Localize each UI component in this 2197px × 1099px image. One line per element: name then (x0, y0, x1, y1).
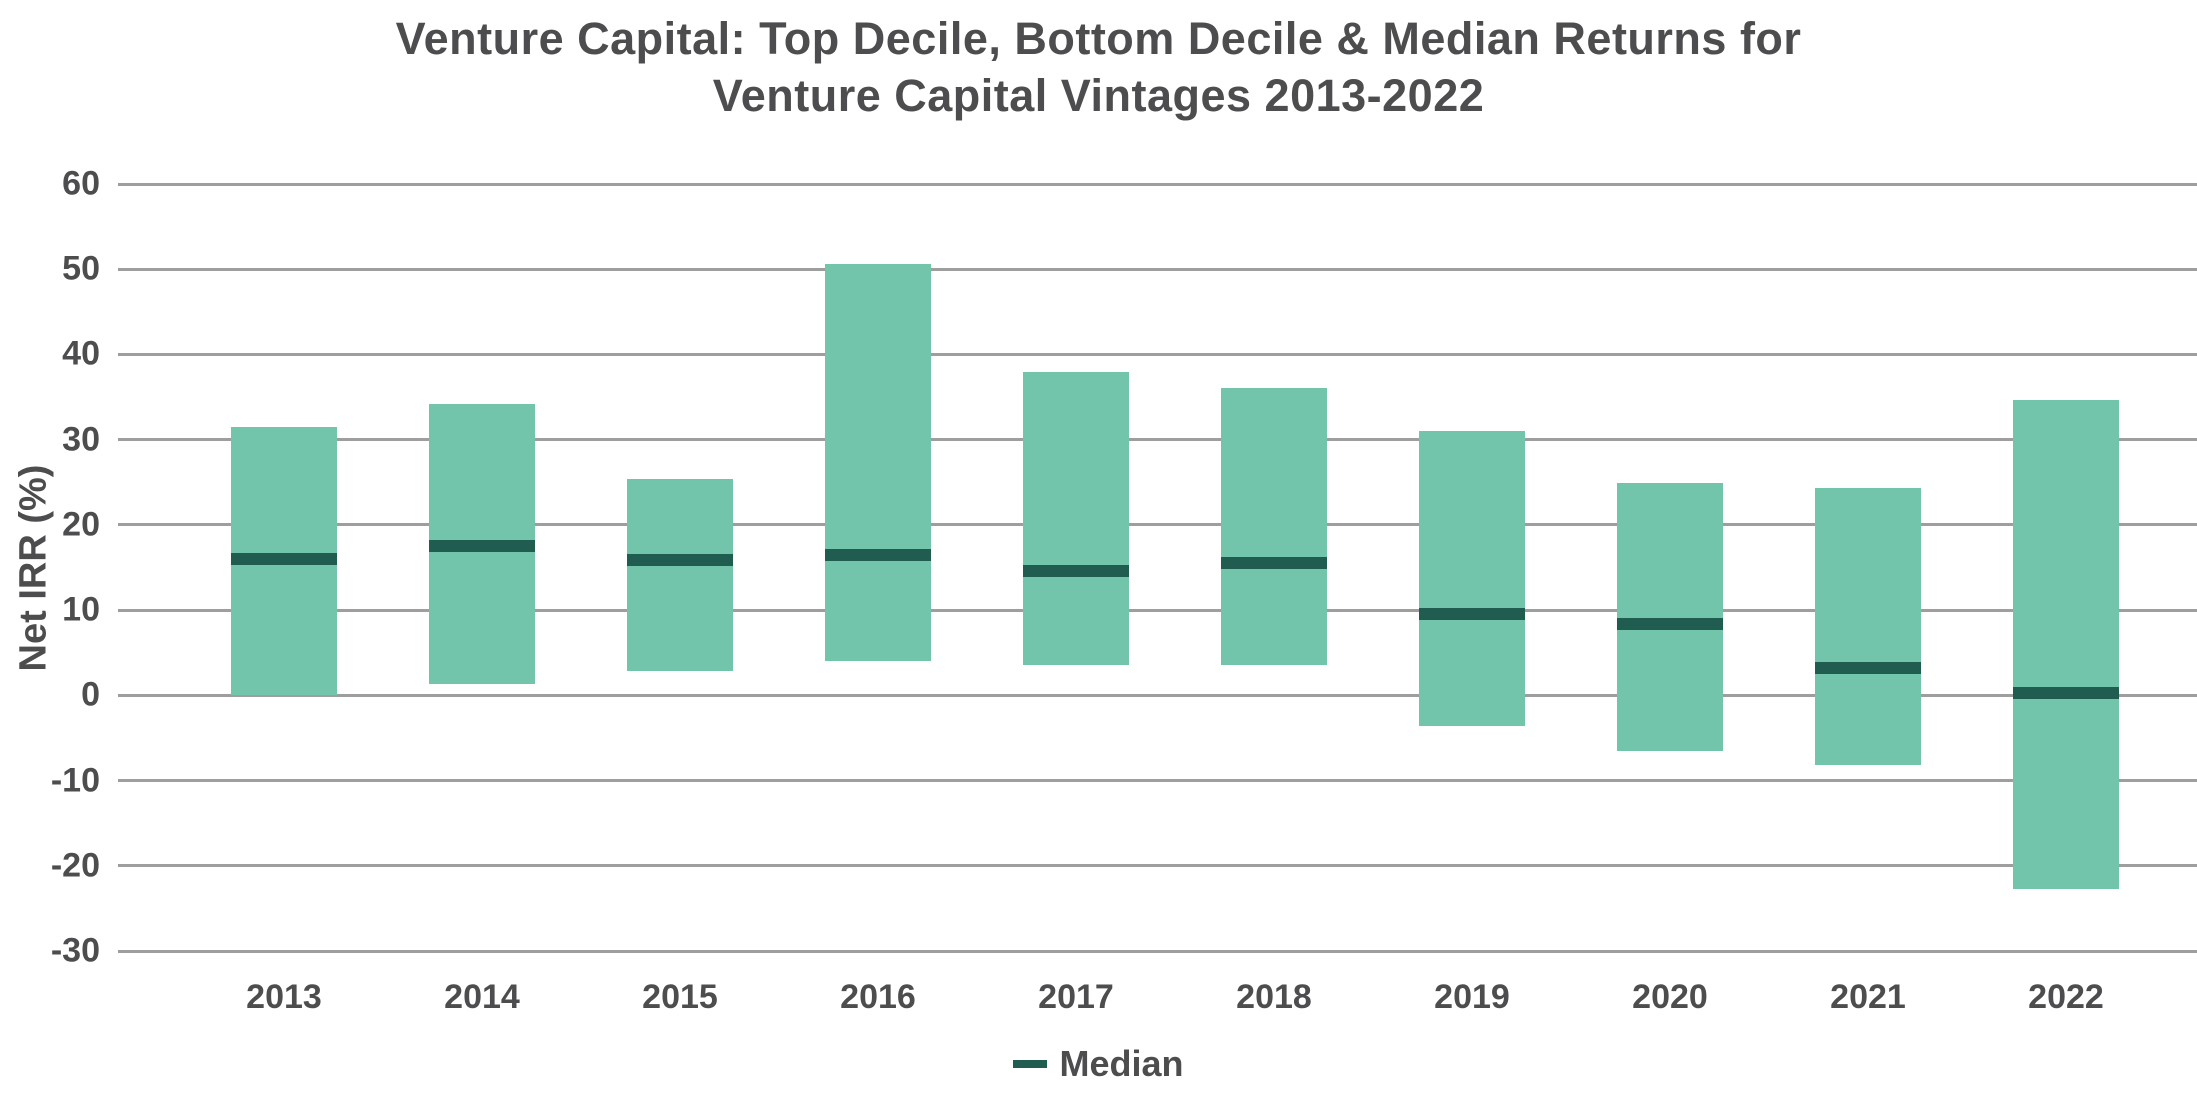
gridline-50 (118, 267, 2197, 271)
range-bar-2017 (1023, 372, 1129, 666)
x-tick-label: 2018 (1236, 978, 1312, 1016)
gridline-20 (118, 523, 2197, 527)
y-tick-label: 50 (62, 249, 100, 288)
x-tick-label: 2014 (444, 978, 520, 1016)
range-bar-2018 (1221, 387, 1327, 666)
gridline-0 (118, 693, 2197, 697)
x-tick-label: 2019 (1434, 978, 1510, 1016)
range-bar-2019 (1419, 431, 1525, 726)
chart-title-line1: Venture Capital: Top Decile, Bottom Deci… (395, 13, 1802, 64)
median-line-2013 (231, 552, 337, 565)
y-tick-label: 10 (62, 590, 100, 629)
median-line-2018 (1221, 557, 1327, 570)
median-line-2021 (1815, 662, 1921, 675)
chart-title: Venture Capital: Top Decile, Bottom Deci… (0, 10, 2197, 124)
legend-label: Median (1059, 1043, 1184, 1084)
x-tick-label: 2016 (840, 978, 916, 1016)
gridline--10 (118, 779, 2197, 783)
median-line-2022 (2013, 686, 2119, 699)
median-line-2015 (627, 553, 733, 566)
gridline-30 (118, 438, 2197, 442)
y-tick-label: -20 (50, 846, 100, 885)
y-tick-label: -30 (50, 931, 100, 970)
x-tick-label: 2020 (1632, 978, 1708, 1016)
y-tick-label: 60 (62, 164, 100, 203)
y-tick-label: -10 (50, 761, 100, 800)
median-line-2020 (1617, 617, 1723, 630)
range-bar-2022 (2013, 399, 2119, 889)
y-axis-title: Net IRR (%) (12, 464, 55, 672)
y-tick-label: 30 (62, 420, 100, 459)
median-line-2019 (1419, 608, 1525, 621)
x-tick-label: 2015 (642, 978, 718, 1016)
gridline--30 (118, 949, 2197, 953)
gridline-10 (118, 608, 2197, 612)
x-tick-label: 2013 (246, 978, 322, 1016)
gridline-60 (118, 182, 2197, 186)
y-tick-label: 20 (62, 505, 100, 544)
x-tick-label: 2017 (1038, 978, 1114, 1016)
legend: Median (0, 1043, 2197, 1085)
median-line-2016 (825, 548, 931, 561)
range-bar-2016 (825, 264, 931, 662)
range-bar-2020 (1617, 483, 1723, 751)
gridline-40 (118, 352, 2197, 356)
median-line-2014 (429, 540, 535, 553)
gridline--20 (118, 864, 2197, 868)
range-bar-2021 (1815, 488, 1921, 766)
chart-title-line2: Venture Capital Vintages 2013-2022 (712, 70, 1485, 121)
y-tick-label: 0 (81, 675, 100, 714)
median-legend-dash-icon (1013, 1060, 1048, 1068)
median-line-2017 (1023, 564, 1129, 577)
y-tick-label: 40 (62, 334, 100, 373)
x-tick-label: 2021 (1830, 978, 1906, 1016)
x-tick-label: 2022 (2028, 978, 2104, 1016)
range-bar-2015 (627, 478, 733, 672)
